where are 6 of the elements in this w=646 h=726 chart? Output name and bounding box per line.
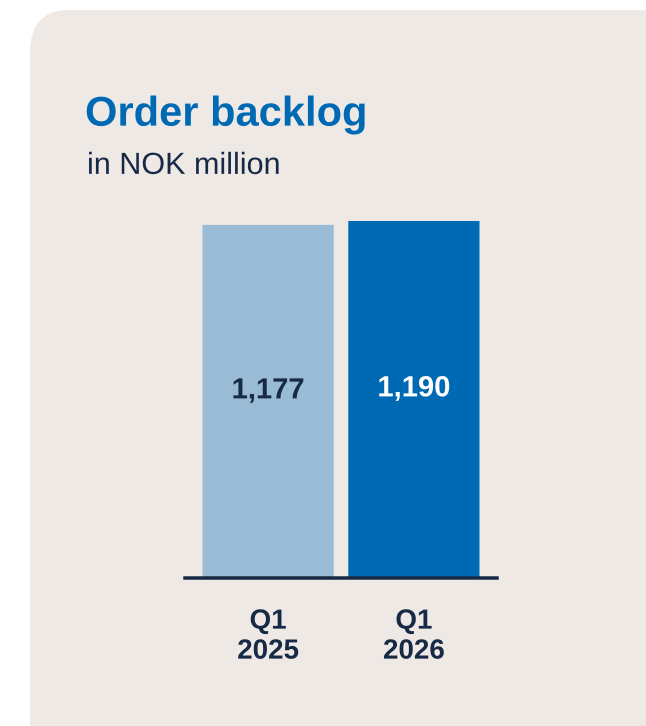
data-label: 1,190 [379,376,450,401]
data-label: 1,177 [233,378,304,403]
chart-title: Order backlog [86,95,365,135]
chart-subtitle: in NOK million [89,152,279,174]
x-tick-label: Q1 2025 [238,609,298,659]
x-tick-label: Q1 2026 [384,609,444,659]
